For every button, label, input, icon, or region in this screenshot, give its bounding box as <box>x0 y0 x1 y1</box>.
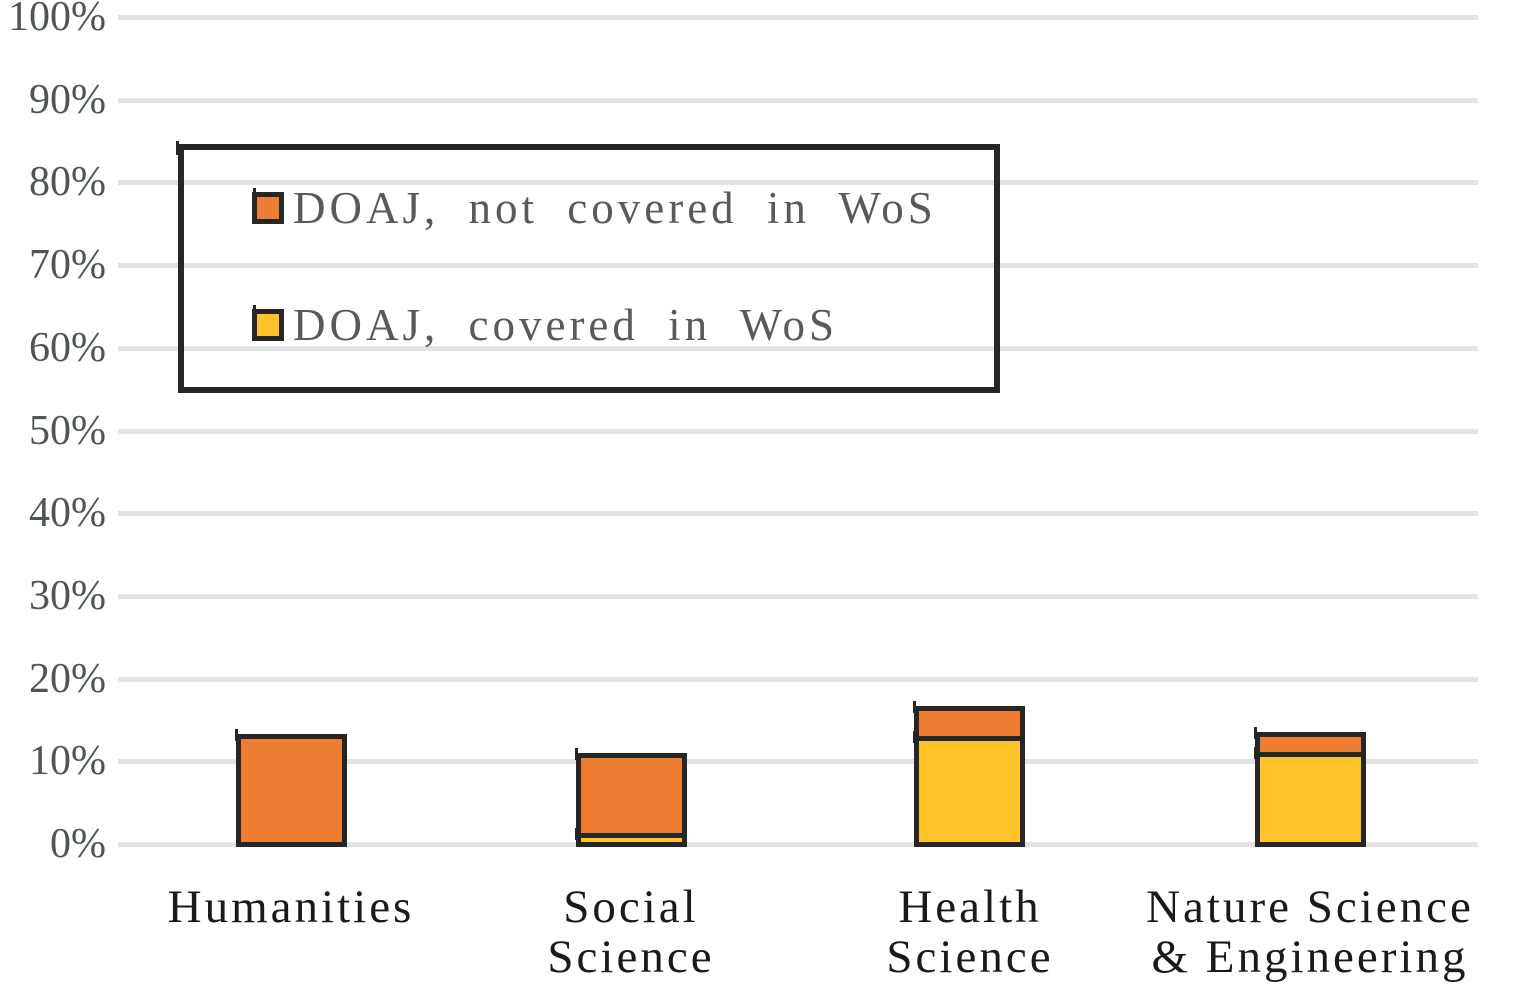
bar-health-science <box>913 701 1025 847</box>
bar-segment-doaj-covered-in-wos <box>1254 747 1366 847</box>
bar-segment-doaj-covered-in-wos <box>913 731 1025 847</box>
legend-label-doaj-not-covered: DOAJ, not covered in WoS <box>293 183 937 233</box>
bar-humanities <box>235 729 347 847</box>
y-tick-label: 70% <box>29 242 106 289</box>
x-axis-label-line: & Engineering <box>1151 931 1469 983</box>
legend-label-doaj-covered: DOAJ, covered in WoS <box>293 300 838 350</box>
bar-segment-doaj-covered-in-wos <box>575 828 687 847</box>
gridline <box>118 263 1478 269</box>
x-axis-label-line: Science <box>886 931 1054 983</box>
y-tick-label: 80% <box>29 159 106 206</box>
gridline <box>118 180 1478 186</box>
gridline <box>118 593 1478 599</box>
gridline <box>118 15 1478 20</box>
x-axis-label-social-science: Social Science <box>371 882 891 982</box>
gridline <box>118 759 1478 765</box>
gridline <box>118 345 1478 351</box>
y-tick-label: 0% <box>50 821 106 867</box>
legend-marker-not-covered-icon <box>252 188 284 224</box>
bar-segment-doaj-not-covered-in-wos <box>235 729 347 847</box>
y-tick-label: 20% <box>29 655 106 702</box>
x-axis-label-line: Health <box>898 881 1042 933</box>
gridline <box>118 97 1478 103</box>
x-axis-label-line: Social <box>563 881 699 933</box>
legend-item-doaj-not-covered: DOAJ, not covered in WoS <box>252 176 937 240</box>
gridline <box>118 428 1478 434</box>
legend: DOAJ, not covered in WoS DOAJ, covered i… <box>176 141 1000 393</box>
y-tick-label: 100% <box>8 0 106 40</box>
y-tick-label: 10% <box>29 738 106 785</box>
bar-segment-doaj-not-covered-in-wos <box>913 701 1025 741</box>
legend-item-doaj-covered: DOAJ, covered in WoS <box>252 293 838 357</box>
y-tick-label: 40% <box>29 490 106 537</box>
bar-nature-science-engineering <box>1254 727 1366 847</box>
bar-social-science <box>575 748 687 847</box>
x-axis-label-line: Science <box>547 931 715 983</box>
y-tick-label: 50% <box>29 407 106 454</box>
y-tick-label: 30% <box>29 572 106 619</box>
legend-marker-covered-icon <box>252 305 284 341</box>
x-axis-label-line: Nature Science <box>1146 881 1474 933</box>
y-tick-label: 60% <box>29 324 106 371</box>
gridline <box>118 511 1478 517</box>
x-axis-label-humanities: Humanities <box>31 882 551 932</box>
x-axis-label-health-science: Health Science <box>710 882 1230 982</box>
x-axis-label-nature-science-engineering: Nature Science & Engineering <box>1050 882 1532 982</box>
gridline <box>118 676 1478 682</box>
x-axis-label-line: Humanities <box>167 881 415 933</box>
y-tick-label: 90% <box>29 76 106 123</box>
gridline <box>118 842 1478 847</box>
